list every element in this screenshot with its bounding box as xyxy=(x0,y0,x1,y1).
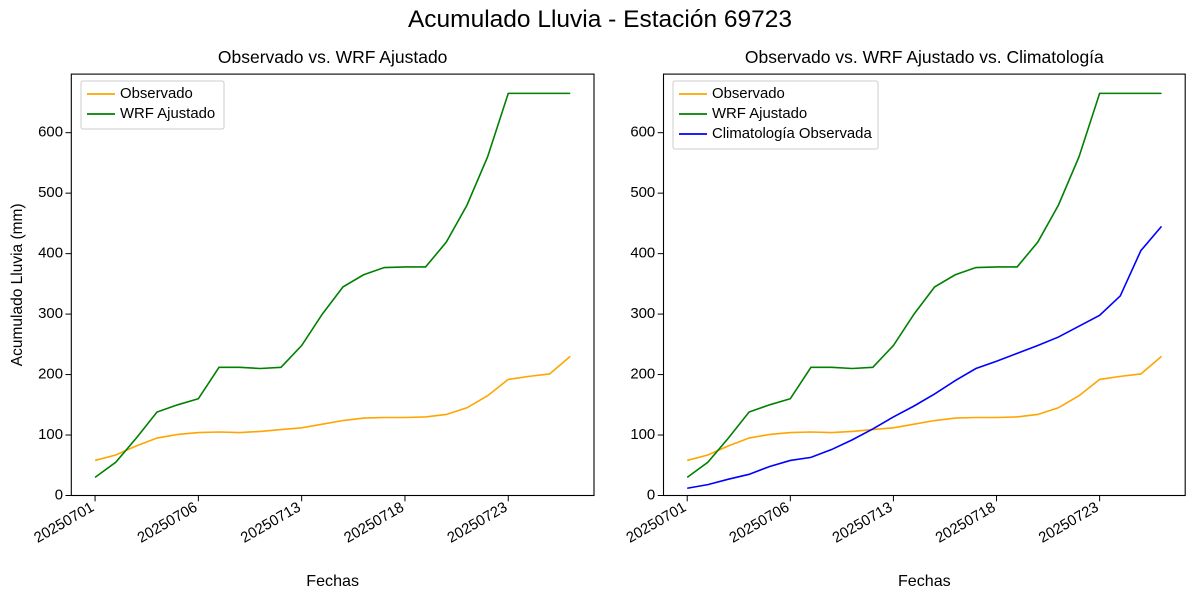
svg-text:Acumulado Lluvia (mm): Acumulado Lluvia (mm) xyxy=(9,203,26,366)
svg-text:500: 500 xyxy=(38,185,63,201)
svg-text:Fechas: Fechas xyxy=(306,572,359,590)
svg-text:Observado: Observado xyxy=(120,86,193,102)
svg-text:400: 400 xyxy=(630,246,655,262)
svg-text:Observado vs. WRF Ajustado vs.: Observado vs. WRF Ajustado vs. Climatolo… xyxy=(745,47,1104,67)
svg-text:Fechas: Fechas xyxy=(898,572,951,590)
svg-text:Observado vs. WRF Ajustado: Observado vs. WRF Ajustado xyxy=(218,47,448,67)
svg-text:0: 0 xyxy=(55,488,63,504)
svg-text:600: 600 xyxy=(38,125,63,141)
svg-text:200: 200 xyxy=(38,367,63,383)
svg-text:600: 600 xyxy=(630,125,655,141)
svg-text:Observado: Observado xyxy=(712,86,785,102)
svg-text:500: 500 xyxy=(630,185,655,201)
svg-text:100: 100 xyxy=(630,427,655,443)
svg-text:300: 300 xyxy=(38,306,63,322)
svg-text:0: 0 xyxy=(647,488,655,504)
svg-text:Acumulado Lluvia - Estación 69: Acumulado Lluvia - Estación 69723 xyxy=(408,6,792,33)
svg-text:400: 400 xyxy=(38,246,63,262)
svg-text:200: 200 xyxy=(630,367,655,383)
svg-text:100: 100 xyxy=(38,427,63,443)
svg-text:WRF Ajustado: WRF Ajustado xyxy=(120,106,215,122)
svg-text:WRF Ajustado: WRF Ajustado xyxy=(712,106,807,122)
svg-text:300: 300 xyxy=(630,306,655,322)
svg-text:Climatología Observada: Climatología Observada xyxy=(712,126,872,142)
